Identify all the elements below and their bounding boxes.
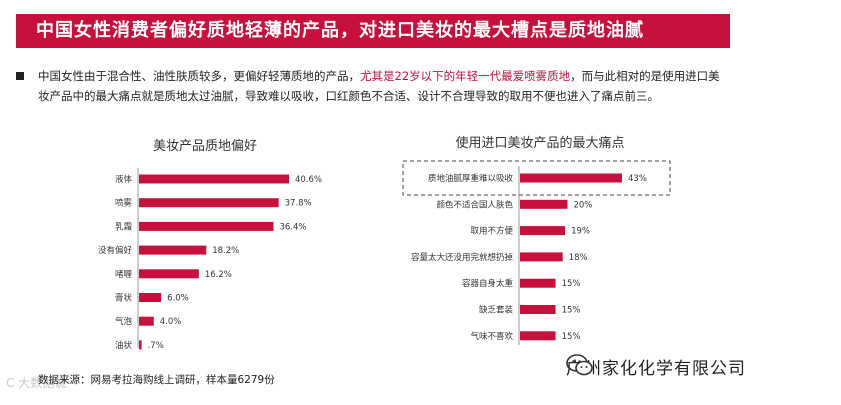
bar: [139, 245, 207, 255]
bar: [139, 198, 279, 208]
value-label: 19%: [571, 227, 590, 237]
bar: [520, 199, 568, 209]
value-label: 16.2%: [205, 270, 232, 280]
category-label: 气味不喜欢: [470, 331, 513, 342]
category-label: 乳霜: [115, 221, 132, 232]
highlight-box: [402, 160, 671, 196]
bar: [520, 331, 556, 341]
value-label: 15%: [562, 332, 581, 342]
value-label: 37.8%: [285, 199, 312, 209]
value-label: 6.0%: [167, 294, 189, 304]
watermark-text: C 大数据说: [6, 376, 67, 390]
value-label: 36.4%: [279, 222, 306, 232]
category-label: 取用不方便: [470, 226, 513, 237]
category-label: 质地油腻厚重难以吸收: [428, 173, 514, 184]
page-title-banner: 中国女性消费者偏好质地轻薄的产品，对进口美妆的最大槽点是质地油腻: [16, 14, 730, 48]
bar: [520, 278, 556, 288]
bar: [139, 221, 274, 231]
bar: [139, 174, 289, 184]
bar: [139, 293, 162, 302]
category-label: 啫喱: [115, 269, 133, 280]
banner-title: 中国女性消费者偏好质地轻薄的产品，对进口美妆的最大槽点是质地油腻: [36, 20, 644, 41]
value-label: 20%: [573, 200, 592, 210]
wechat-icon: [566, 354, 593, 376]
value-label: 18%: [569, 253, 588, 263]
category-label: 液体: [115, 174, 133, 185]
bar: [139, 269, 199, 279]
brand-name: 广州家化化学有限公司: [566, 359, 746, 379]
bar: [520, 305, 556, 314]
category-label: 没有偏好: [98, 245, 133, 256]
value-label: 40.6%: [295, 175, 322, 185]
category-label: 喷雾: [115, 198, 133, 209]
category-label: 容量太大还没用完就想扔掉: [411, 252, 514, 263]
summary-text-part2: ，而与此相对的是使用进口美妆产品中的最大痛点就是质地太过油腻，导致难以吸收，口红…: [38, 69, 720, 103]
value-label: .7%: [148, 341, 164, 351]
category-label: 气泡: [115, 316, 133, 327]
value-label: 15%: [562, 306, 581, 316]
bar: [520, 226, 566, 236]
value-label: 18.2%: [212, 246, 239, 256]
brand-footer: 广州家化化学有限公司: [566, 354, 746, 379]
summary-highlight: 尤其是22岁以下的年轻一代最爱喷雾质地: [360, 69, 571, 83]
value-label: 15%: [562, 279, 581, 289]
bar: [139, 340, 142, 350]
bar: [520, 173, 622, 183]
summary-paragraph: 中国女性由于混合性、油性肤质较多，更偏好轻薄质地的产品，尤其是22岁以下的年轻一…: [16, 66, 728, 106]
bar: [139, 316, 154, 326]
category-label: 膏状: [115, 293, 133, 304]
data-source-note: 数据来源：网易考拉海购线上调研，样本量6279份: [38, 374, 275, 386]
category-label: 颜色不适合国人肤色: [436, 199, 513, 210]
chart-title-2: 使用进口美妆产品的最大痛点: [455, 135, 624, 151]
value-label: 4.0%: [160, 317, 182, 327]
category-label: 容器自身太重: [462, 278, 514, 289]
bar: [520, 252, 563, 262]
category-label: 油状: [115, 340, 133, 351]
chart-title-1: 美妆产品质地偏好: [153, 139, 257, 154]
value-label: 43%: [628, 174, 647, 184]
category-label: 缺乏套装: [479, 305, 514, 316]
bullet-icon: [16, 72, 24, 80]
summary-text-part1: 中国女性由于混合性、油性肤质较多，更偏好轻薄质地的产品，: [38, 69, 360, 83]
